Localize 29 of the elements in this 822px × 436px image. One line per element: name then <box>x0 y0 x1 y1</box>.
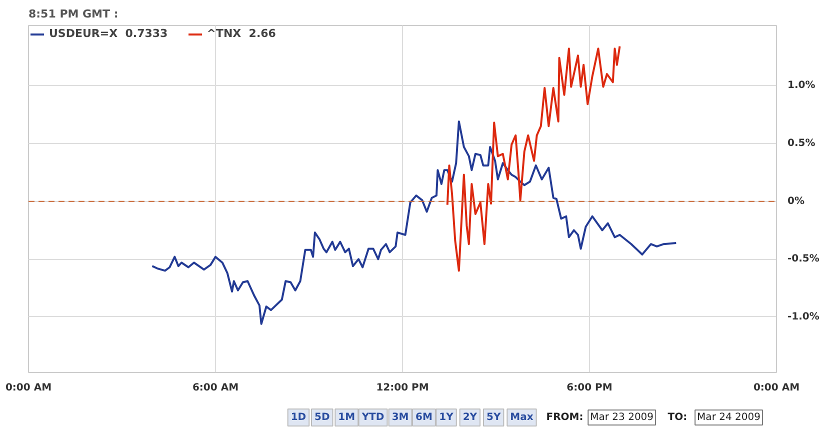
text: Mar 24 2009 <box>697 412 760 423</box>
text: YTD <box>360 412 384 423</box>
text: 5D <box>314 412 330 423</box>
text: Max <box>510 412 534 423</box>
legend-label: USDEUR=X 0.7333 <box>49 27 168 40</box>
y-tick-label: -1.0% <box>788 311 820 322</box>
text: 1Y <box>439 412 454 423</box>
chart-subtitle: 8:51 PM GMT : <box>28 8 118 20</box>
x-tick-label: 6:00 PM <box>566 382 612 394</box>
text: FROM: <box>546 412 584 423</box>
line-series <box>151 120 678 325</box>
legend-label: ^TNX 2.66 <box>206 27 276 40</box>
y-tick-label: 0% <box>788 196 804 207</box>
text: 6M <box>416 412 432 423</box>
text: 2Y <box>462 412 478 423</box>
x-tick-label: 0:00 AM <box>5 382 52 394</box>
text: 3M <box>392 412 409 423</box>
text: 5Y <box>486 412 502 423</box>
text: Mar 23 2009 <box>590 412 654 423</box>
line-series <box>446 45 621 272</box>
y-tick-label: 1.0% <box>788 80 816 92</box>
y-tick-label: 0.5% <box>788 138 816 149</box>
y-tick-label: -0.5% <box>788 254 820 265</box>
text: 1M <box>338 412 356 423</box>
x-tick-label: 6:00 AM <box>192 382 239 394</box>
x-tick-label: 0:00 AM <box>753 382 800 394</box>
text: 1D <box>290 412 306 423</box>
text: TO: <box>668 412 688 423</box>
x-tick-label: 12:00 PM <box>376 382 429 394</box>
